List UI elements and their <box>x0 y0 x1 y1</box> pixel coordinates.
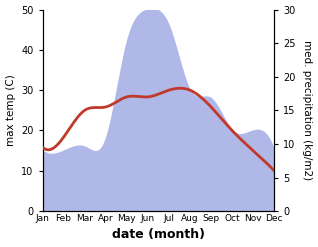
X-axis label: date (month): date (month) <box>112 228 205 242</box>
Y-axis label: med. precipitation (kg/m2): med. precipitation (kg/m2) <box>302 40 313 180</box>
Y-axis label: max temp (C): max temp (C) <box>5 74 16 146</box>
